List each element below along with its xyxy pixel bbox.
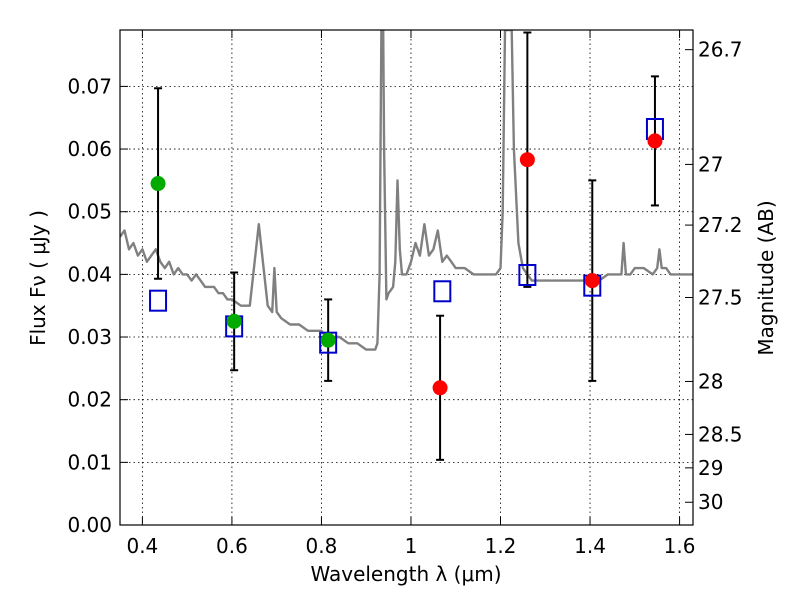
y-tick-label: 0.01 [67, 450, 112, 474]
magnitude-tick-label: 27.5 [698, 285, 743, 309]
x-tick-label: 0.6 [216, 534, 248, 558]
y-tick-label: 0.02 [67, 388, 112, 412]
model-square-marker [518, 263, 537, 286]
x-axis-label: Wavelength λ (μm) [310, 562, 501, 586]
y-axis-ticks: 0.00 0.01 0.02 0.03 0.04 0.05 0.06 0.07 [67, 74, 128, 537]
plot-area [120, 30, 693, 461]
green-data-point [226, 313, 242, 329]
magnitude-tick-label: 30 [698, 490, 723, 514]
x-tick-label: 1.2 [485, 534, 517, 558]
magnitude-tick-label: 27 [698, 152, 723, 176]
y-tick-label: 0.05 [67, 200, 112, 224]
model-square-marker [149, 289, 168, 312]
y-tick-label: 0.04 [67, 262, 112, 286]
magnitude-tick-label: 28.5 [698, 422, 743, 446]
green-data-point [320, 332, 336, 348]
x-tick-label: 0.4 [126, 534, 158, 558]
magnitude-axis-ticks: 26.7 27 27.2 27.5 28 28.5 29 30 [685, 38, 743, 514]
x-tick-label: 1 [405, 534, 418, 558]
y-tick-label: 0.00 [67, 513, 112, 537]
y-axis-label: Flux Fν ( μJy ) [26, 210, 50, 346]
x-tick-label: 0.8 [306, 534, 338, 558]
x-axis-ticks: 0.4 0.6 0.8 1 1.2 1.4 1.6 [126, 30, 695, 558]
plot-frame [119, 29, 694, 526]
magnitude-tick-label: 26.7 [698, 38, 743, 62]
red-data-point [647, 133, 663, 149]
y-tick-label: 0.03 [67, 325, 112, 349]
magnitude-tick-label: 28 [698, 369, 723, 393]
red-data-point [432, 380, 448, 396]
y-tick-label: 0.06 [67, 137, 112, 161]
red-data-point [519, 152, 535, 168]
x-tick-label: 1.4 [574, 534, 606, 558]
x-tick-label: 1.6 [664, 534, 696, 558]
data-markers [149, 118, 664, 396]
grid-lines [120, 30, 693, 526]
green-data-point [150, 176, 166, 192]
red-data-point [584, 273, 600, 289]
magnitude-axis-label: Magnitude (AB) [754, 200, 778, 355]
model-square-marker [433, 280, 452, 303]
y-tick-label: 0.07 [67, 74, 112, 98]
magnitude-tick-label: 29 [698, 456, 723, 480]
magnitude-tick-label: 27.2 [698, 213, 743, 237]
